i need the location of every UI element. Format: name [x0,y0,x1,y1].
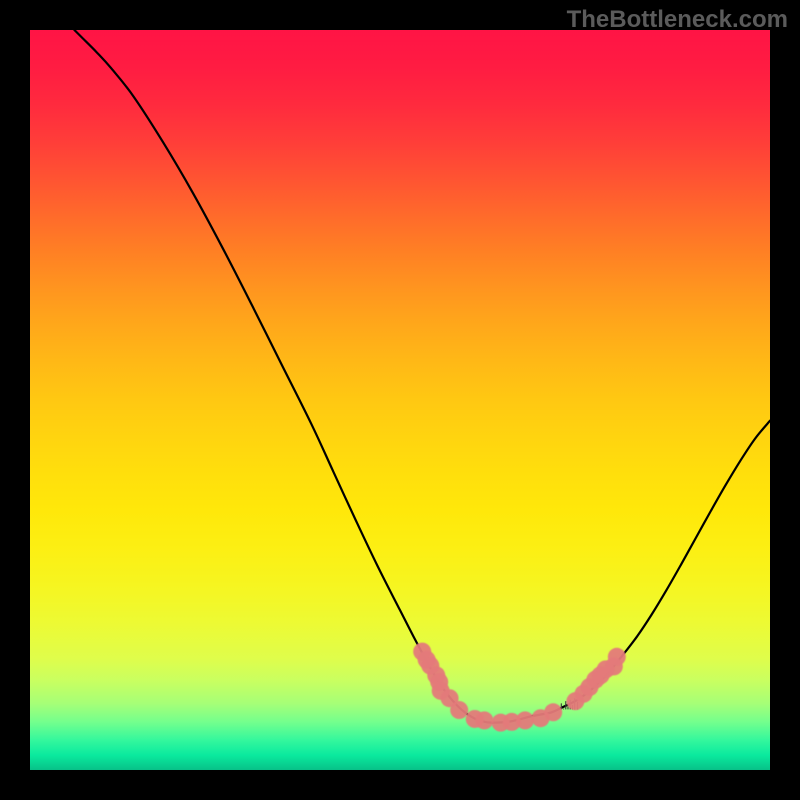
watermark-text: TheBottleneck.com [567,6,788,34]
plot-area [30,30,770,770]
marker-bottom [475,711,493,729]
marker-bottom [544,703,562,721]
chart-container: TheBottleneck.com [0,0,800,800]
marker-left [450,701,468,719]
marker-right [608,648,626,666]
marker-bottom [516,711,534,729]
chart-svg [30,30,770,770]
bottleneck-curve [74,30,770,723]
